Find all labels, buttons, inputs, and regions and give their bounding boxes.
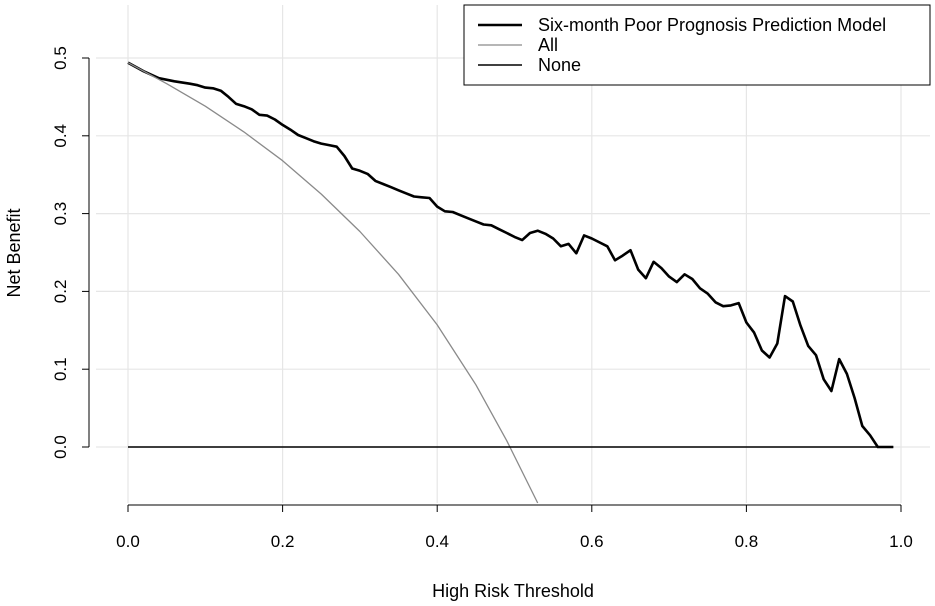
legend-box (463, 4, 931, 86)
legend-label: None (538, 55, 581, 75)
y-tick-label: 0.0 (51, 435, 70, 459)
y-tick-label: 0.5 (51, 46, 70, 70)
x-tick-label: 0.4 (425, 532, 449, 551)
treat-all-curve (127, 62, 539, 504)
x-tick-label: 0.0 (116, 532, 140, 551)
x-tick-label: 1.0 (889, 532, 913, 551)
x-tick-label: 0.6 (580, 532, 604, 551)
legend-label: Six-month Poor Prognosis Prediction Mode… (538, 15, 886, 35)
y-tick-label: 0.2 (51, 280, 70, 304)
x-axis-title: High Risk Threshold (432, 581, 594, 601)
y-axis-title: Net Benefit (4, 208, 24, 297)
y-tick-label: 0.4 (51, 124, 70, 148)
x-tick-label: 0.8 (735, 532, 759, 551)
model-curve (127, 61, 894, 449)
x-tick-label: 0.2 (271, 532, 295, 551)
y-tick-label: 0.1 (51, 357, 70, 381)
legend-label: All (538, 35, 558, 55)
y-tick-label: 0.3 (51, 202, 70, 226)
legend: Six-month Poor Prognosis Prediction Mode… (463, 4, 931, 86)
series-layer (127, 61, 894, 504)
axes: 0.0 0.2 0.4 0.6 0.8 1.0 0.0 0.1 0.2 0.3 0.4 0.5 (51, 46, 913, 551)
